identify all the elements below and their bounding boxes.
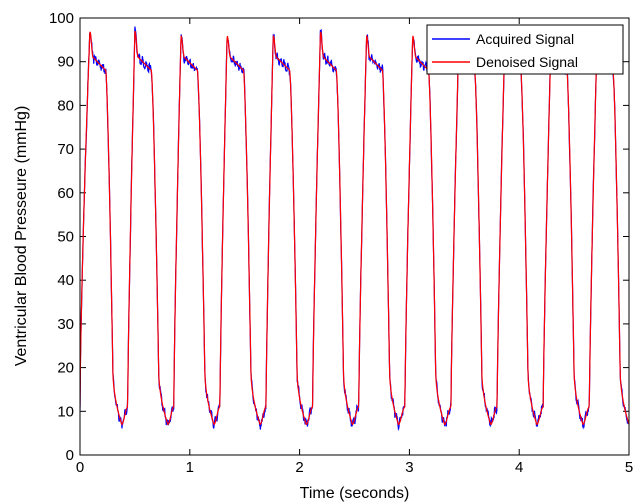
legend: Acquired Signal Denoised Signal bbox=[426, 24, 624, 75]
x-axis-ticks: 0 1 2 3 4 5 bbox=[76, 18, 633, 476]
y-tick-label: 50 bbox=[57, 229, 74, 246]
y-tick-label: 70 bbox=[57, 141, 74, 158]
x-axis-label: Time (seconds) bbox=[300, 485, 410, 502]
x-tick-label: 4 bbox=[515, 459, 523, 476]
y-tick-label: 10 bbox=[57, 403, 74, 420]
x-tick-label: 5 bbox=[625, 459, 633, 476]
plot-area bbox=[80, 18, 629, 455]
y-tick-label: 0 bbox=[66, 447, 74, 464]
y-tick-label: 60 bbox=[57, 185, 74, 202]
series-line-denoised-signal bbox=[80, 30, 629, 426]
x-tick-label: 3 bbox=[405, 459, 413, 476]
legend-entry-denoised-signal: Denoised Signal bbox=[476, 54, 578, 70]
y-tick-label: 80 bbox=[57, 97, 74, 114]
y-tick-label: 40 bbox=[57, 272, 74, 289]
y-tick-label: 90 bbox=[57, 54, 74, 71]
y-tick-label: 20 bbox=[57, 360, 74, 377]
x-tick-label: 1 bbox=[186, 459, 194, 476]
legend-entry-acquired-signal: Acquired Signal bbox=[476, 31, 574, 47]
y-tick-label: 30 bbox=[57, 316, 74, 333]
y-axis-ticks: 0 10 20 30 40 50 60 70 80 90 100 bbox=[49, 10, 629, 464]
legend-box bbox=[426, 24, 624, 75]
plot-frame bbox=[79, 17, 630, 456]
y-tick-label: 100 bbox=[49, 10, 74, 27]
y-axis-label: Ventricular Blood Presseure (mmHg) bbox=[13, 106, 30, 367]
x-tick-label: 2 bbox=[295, 459, 303, 476]
x-tick-label: 0 bbox=[76, 459, 84, 476]
